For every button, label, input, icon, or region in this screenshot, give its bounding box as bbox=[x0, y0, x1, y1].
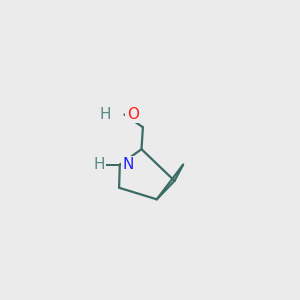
Text: H: H bbox=[99, 107, 111, 122]
Text: O: O bbox=[127, 107, 139, 122]
Text: N: N bbox=[122, 157, 134, 172]
Text: O: O bbox=[127, 107, 139, 122]
Text: N: N bbox=[122, 157, 134, 172]
Text: H: H bbox=[93, 157, 105, 172]
